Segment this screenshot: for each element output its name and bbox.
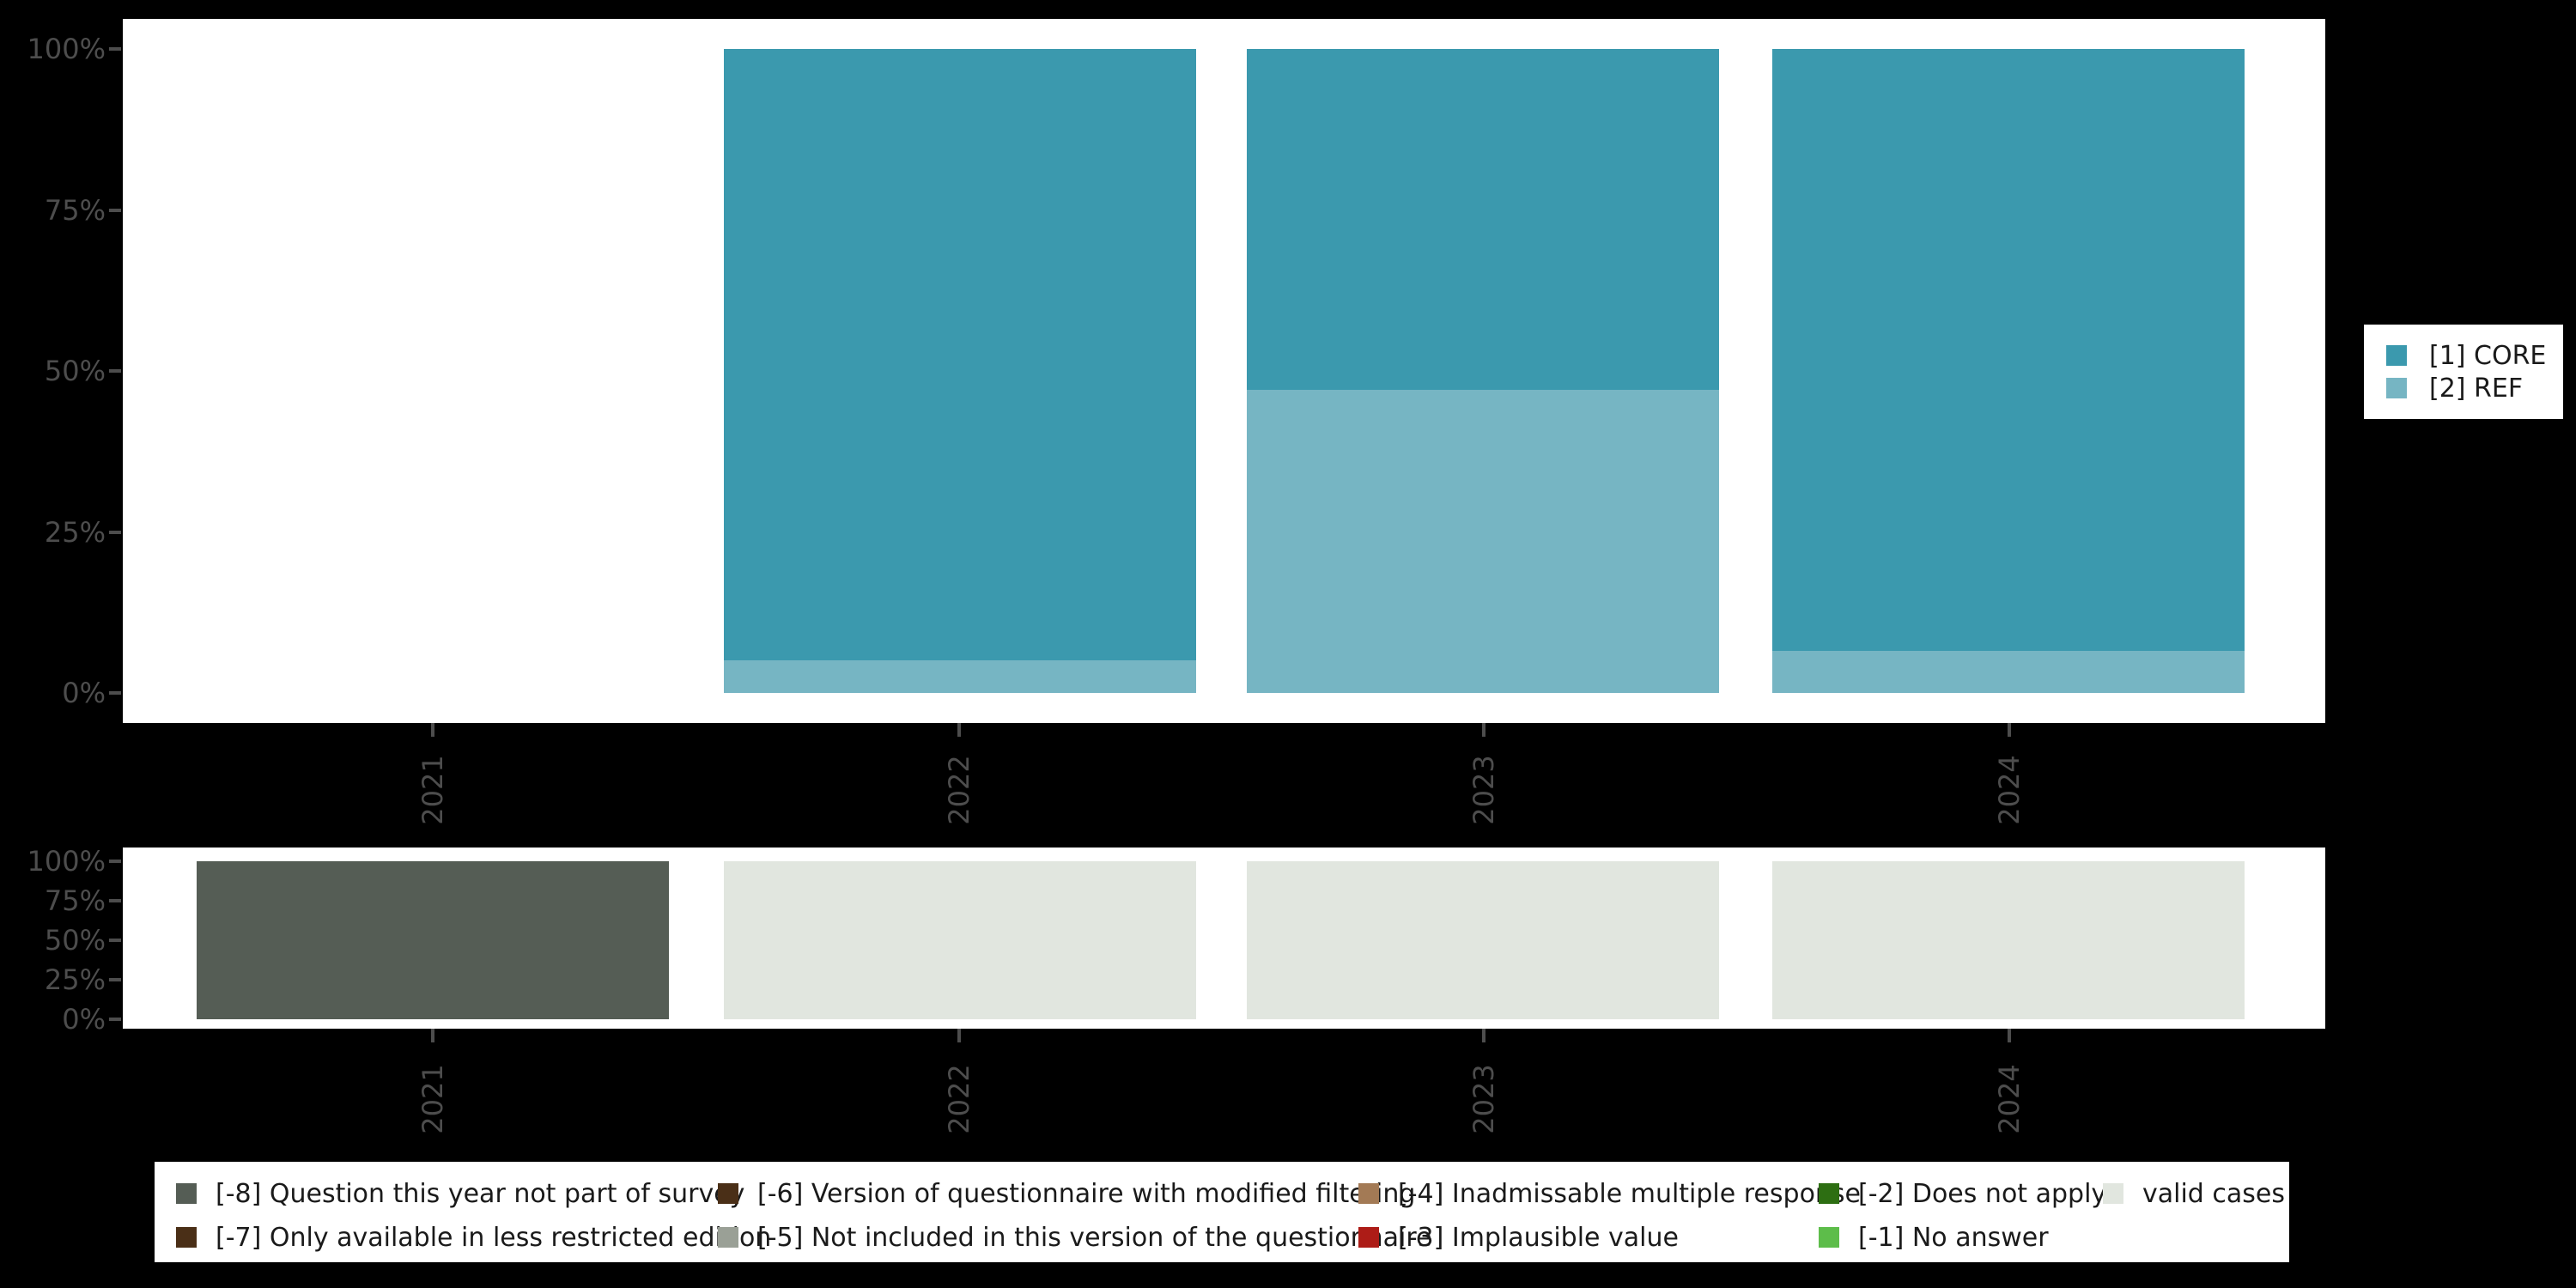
x-tick-mark-2022 [957, 1029, 961, 1042]
legend-swatch-4-inadmissable-multiple-response [1358, 1183, 1379, 1204]
legend-label: [-7] Only available in less restricted e… [216, 1222, 772, 1253]
x-tick-mark-2024 [2008, 1029, 2011, 1042]
y-tick-mark [109, 939, 121, 942]
x-tick-mark-2023 [1482, 723, 1485, 737]
x-tick-mark-2024 [2008, 723, 2011, 737]
x-tick-mark-2021 [431, 723, 434, 737]
x-tick-label-2024: 2024 [1993, 755, 2026, 825]
legend-item-8-question-this-year-not-part-of-survey: [-8] Question this year not part of surv… [176, 1176, 744, 1212]
y-tick-label-25: 25% [44, 515, 106, 549]
x-tick-mark-2023 [1482, 1029, 1485, 1042]
legend-label: [-4] Inadmissable multiple response [1398, 1178, 1862, 1209]
legend-swatch-6-version-of-questionnaire-with-modified-filtering [718, 1183, 738, 1204]
x-tick-mark-2022 [957, 723, 961, 737]
legend-item-1-core: [1] CORE [2386, 342, 2563, 370]
y-tick-mark [109, 47, 121, 51]
y-tick-mark [109, 691, 121, 695]
y-tick-label-75: 75% [44, 193, 106, 227]
x-tick-label-2024: 2024 [1993, 1064, 2026, 1134]
series-legend: [1] CORE [2] REF [2364, 325, 2563, 419]
legend-item-7-only-available-in-less-restricted-edition: [-7] Only available in less restricted e… [176, 1219, 771, 1255]
legend-swatch-8-question-this-year-not-part-of-survey [176, 1183, 197, 1204]
y-tick-mark [109, 860, 121, 863]
bar-segment-2022-valid-cases [724, 861, 1196, 1019]
missing-values-panel [123, 848, 2325, 1029]
y-tick-label-100: 100% [27, 33, 106, 65]
legend-swatch-2-ref [2386, 378, 2407, 398]
y-tick-mark [109, 1018, 121, 1021]
main-chart-panel [123, 19, 2325, 723]
y-tick-label-50: 50% [44, 355, 106, 387]
bar-segment-2021-8-question-this-year-not-part-of-survey [197, 861, 669, 1019]
legend-label: [-6] Version of questionnaire with modif… [757, 1178, 1416, 1209]
bar-segment-2024-valid-cases [1772, 861, 2245, 1019]
legend-item-5-not-included-in-this-version-of-the-questionnaire: [-5] Not included in this version of the… [718, 1219, 1432, 1255]
legend-item-3-implausible-value: [-3] Implausible value [1358, 1219, 1679, 1255]
legend-label: [-5] Not included in this version of the… [757, 1222, 1432, 1253]
bar-segment-2023-1-core [1247, 49, 1719, 390]
x-tick-label-2021: 2021 [416, 755, 449, 825]
legend-swatch-valid-cases [2103, 1183, 2123, 1204]
y-tick-label-100: 100% [27, 845, 106, 878]
legend-item-2-ref: [2] REF [2386, 374, 2563, 403]
x-tick-label-2022: 2022 [943, 755, 975, 825]
y-tick-label-0: 0% [62, 677, 106, 709]
legend-label: [2] REF [2429, 373, 2524, 404]
y-tick-mark [109, 208, 121, 212]
missing-values-legend: [-8] Question this year not part of surv… [155, 1162, 2289, 1262]
legend-item-1-no-answer: [-1] No answer [1819, 1219, 2049, 1255]
y-tick-mark [109, 899, 121, 902]
bar-segment-2023-2-ref [1247, 389, 1719, 693]
x-tick-label-2023: 2023 [1467, 755, 1500, 825]
x-tick-label-2023: 2023 [1467, 1064, 1500, 1134]
legend-swatch-1-core [2386, 345, 2407, 366]
legend-label: valid cases [2142, 1178, 2285, 1209]
legend-item-valid-cases: valid cases [2103, 1176, 2285, 1212]
x-tick-label-2022: 2022 [943, 1064, 975, 1134]
legend-item-2-does-not-apply: [-2] Does not apply [1819, 1176, 2106, 1212]
legend-item-4-inadmissable-multiple-response: [-4] Inadmissable multiple response [1358, 1176, 1861, 1212]
legend-label: [1] CORE [2429, 340, 2547, 371]
bar-segment-2022-2-ref [724, 659, 1196, 693]
legend-swatch-3-implausible-value [1358, 1227, 1379, 1248]
legend-item-6-version-of-questionnaire-with-modified-filtering: [-6] Version of questionnaire with modif… [718, 1176, 1415, 1212]
y-tick-mark [109, 530, 121, 534]
bar-segment-2023-valid-cases [1247, 861, 1719, 1019]
legend-swatch-5-not-included-in-this-version-of-the-questionnaire [718, 1227, 738, 1248]
x-tick-mark-2021 [431, 1029, 434, 1042]
legend-swatch-7-only-available-in-less-restricted-edition [176, 1227, 197, 1248]
y-tick-label-25: 25% [44, 963, 106, 996]
y-tick-label-75: 75% [44, 884, 106, 917]
x-tick-label-2021: 2021 [416, 1064, 449, 1134]
legend-label: [-8] Question this year not part of surv… [216, 1178, 745, 1209]
y-tick-mark [109, 978, 121, 981]
bar-segment-2024-2-ref [1772, 651, 2245, 693]
legend-label: [-3] Implausible value [1398, 1222, 1679, 1253]
y-tick-label-0: 0% [62, 1003, 106, 1036]
legend-label: [-2] Does not apply [1858, 1178, 2107, 1209]
bar-segment-2024-1-core [1772, 49, 2245, 652]
bar-segment-2022-1-core [724, 49, 1196, 660]
legend-swatch-2-does-not-apply [1819, 1183, 1839, 1204]
legend-swatch-1-no-answer [1819, 1227, 1839, 1248]
y-tick-label-50: 50% [44, 924, 106, 957]
y-tick-mark [109, 369, 121, 373]
legend-label: [-1] No answer [1858, 1222, 2049, 1253]
